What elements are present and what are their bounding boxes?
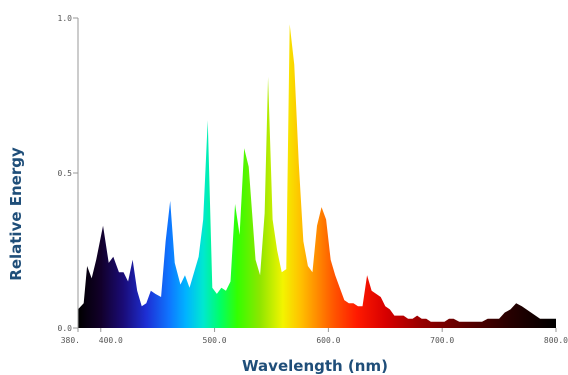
x-tick-label: 380. (61, 336, 80, 345)
y-tick-label: 0.5 (58, 169, 73, 178)
x-tick-label: 800.0 (544, 336, 568, 345)
y-axis-ticks: 0.0 0.5 1.0 (58, 14, 78, 333)
y-tick-label: 1.0 (58, 14, 73, 23)
y-axis-title: Relative Energy (7, 147, 25, 281)
x-axis-title: Wavelength (nm) (242, 357, 388, 375)
plot-area (78, 24, 556, 328)
x-tick-label: 500.0 (203, 336, 227, 345)
x-tick-label: 700.0 (430, 336, 454, 345)
y-tick-label: 0.0 (58, 324, 73, 333)
spectrum-area (78, 24, 556, 328)
x-tick-label: 400.0 (99, 336, 123, 345)
x-tick-label: 600.0 (316, 336, 340, 345)
x-axis-ticks: 380. 400.0 500.0 600.0 700.0 800.0 (61, 328, 568, 345)
